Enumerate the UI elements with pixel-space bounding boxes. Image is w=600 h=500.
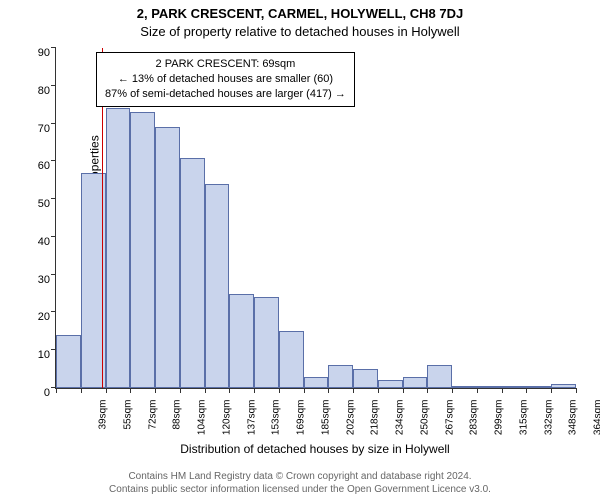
annotation-box: 2 PARK CRESCENT: 69sqm ← 13% of detached…: [96, 52, 355, 107]
chart-title-main: 2, PARK CRESCENT, CARMEL, HOLYWELL, CH8 …: [0, 6, 600, 21]
histogram-bar: [477, 386, 502, 388]
chart-container: 2, PARK CRESCENT, CARMEL, HOLYWELL, CH8 …: [0, 0, 600, 500]
y-tick-mark: [51, 236, 56, 237]
y-tick-label: 50: [24, 198, 50, 210]
y-tick-label: 0: [24, 387, 50, 399]
x-tick-label: 364sqm: [593, 400, 600, 450]
y-tick-mark: [51, 160, 56, 161]
x-tick-mark: [106, 388, 107, 393]
annotation-line2: ← 13% of detached houses are smaller (60…: [105, 72, 346, 87]
x-tick-mark: [551, 388, 552, 393]
histogram-bar: [378, 380, 403, 388]
x-tick-label: 39sqm: [98, 400, 109, 450]
histogram-bar: [56, 335, 81, 388]
x-tick-mark: [180, 388, 181, 393]
histogram-bar: [229, 294, 254, 388]
histogram-bar: [205, 184, 230, 388]
x-tick-mark: [304, 388, 305, 393]
x-tick-label: 137sqm: [246, 400, 257, 450]
y-tick-mark: [51, 123, 56, 124]
x-tick-label: 348sqm: [568, 400, 579, 450]
x-tick-mark: [378, 388, 379, 393]
chart-title-sub: Size of property relative to detached ho…: [0, 24, 600, 39]
x-tick-mark: [328, 388, 329, 393]
footer-line1: Contains HM Land Registry data © Crown c…: [0, 470, 600, 483]
x-tick-label: 169sqm: [296, 400, 307, 450]
x-tick-label: 88sqm: [172, 400, 183, 450]
y-tick-label: 80: [24, 85, 50, 97]
chart-footer: Contains HM Land Registry data © Crown c…: [0, 470, 600, 496]
histogram-bar: [502, 386, 527, 388]
y-axis-label-wrap: Number of detached properties: [12, 48, 26, 388]
x-tick-mark: [452, 388, 453, 393]
x-tick-label: 218sqm: [370, 400, 381, 450]
x-tick-label: 104sqm: [197, 400, 208, 450]
x-tick-label: 185sqm: [320, 400, 331, 450]
x-tick-mark: [155, 388, 156, 393]
x-tick-mark: [130, 388, 131, 393]
histogram-bar: [106, 108, 131, 388]
histogram-bar: [403, 377, 428, 388]
histogram-bar: [254, 297, 279, 388]
histogram-bar: [526, 386, 551, 388]
y-tick-label: 40: [24, 236, 50, 248]
x-tick-mark: [81, 388, 82, 393]
x-tick-mark: [353, 388, 354, 393]
x-tick-mark: [477, 388, 478, 393]
x-tick-label: 72sqm: [147, 400, 158, 450]
annotation-line3: 87% of semi-detached houses are larger (…: [105, 87, 346, 102]
histogram-bar: [452, 386, 477, 388]
y-tick-mark: [51, 311, 56, 312]
x-tick-label: 153sqm: [271, 400, 282, 450]
histogram-bar: [279, 331, 304, 388]
x-tick-mark: [502, 388, 503, 393]
x-tick-label: 267sqm: [444, 400, 455, 450]
x-tick-mark: [229, 388, 230, 393]
histogram-bar: [328, 365, 353, 388]
x-tick-mark: [205, 388, 206, 393]
y-tick-mark: [51, 198, 56, 199]
footer-line2: Contains public sector information licen…: [0, 483, 600, 496]
x-tick-mark: [254, 388, 255, 393]
annotation-line1: 2 PARK CRESCENT: 69sqm: [105, 57, 346, 72]
y-tick-mark: [51, 47, 56, 48]
histogram-bar: [155, 127, 180, 388]
x-tick-label: 202sqm: [345, 400, 356, 450]
x-tick-label: 120sqm: [221, 400, 232, 450]
x-tick-label: 234sqm: [395, 400, 406, 450]
y-tick-label: 30: [24, 274, 50, 286]
x-tick-label: 55sqm: [122, 400, 133, 450]
histogram-bar: [427, 365, 452, 388]
histogram-bar: [130, 112, 155, 388]
x-tick-label: 315sqm: [518, 400, 529, 450]
y-tick-label: 20: [24, 311, 50, 323]
plot-area: 2 PARK CRESCENT: 69sqm ← 13% of detached…: [55, 48, 576, 389]
y-tick-label: 90: [24, 47, 50, 59]
x-tick-mark: [279, 388, 280, 393]
x-tick-label: 250sqm: [419, 400, 430, 450]
x-tick-mark: [56, 388, 57, 393]
histogram-bar: [180, 158, 205, 388]
histogram-bar: [353, 369, 378, 388]
histogram-bar: [304, 377, 329, 388]
x-tick-mark: [576, 388, 577, 393]
x-tick-mark: [526, 388, 527, 393]
y-tick-mark: [51, 85, 56, 86]
y-tick-label: 60: [24, 160, 50, 172]
x-tick-label: 299sqm: [494, 400, 505, 450]
x-tick-label: 332sqm: [543, 400, 554, 450]
y-tick-label: 10: [24, 349, 50, 361]
x-tick-mark: [427, 388, 428, 393]
y-tick-label: 70: [24, 123, 50, 135]
histogram-bar: [551, 384, 576, 388]
x-tick-mark: [403, 388, 404, 393]
y-tick-mark: [51, 274, 56, 275]
x-tick-label: 283sqm: [469, 400, 480, 450]
